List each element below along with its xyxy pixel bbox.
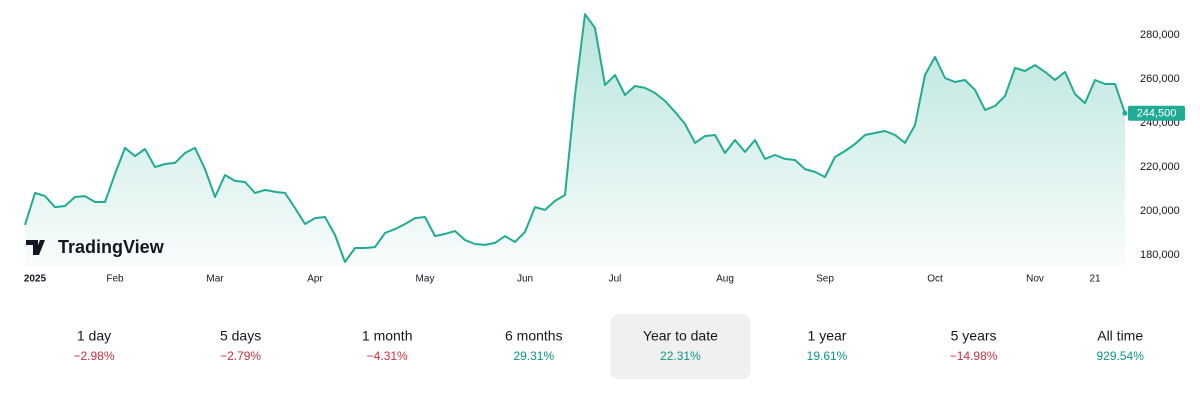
price-badge <box>1128 105 1185 121</box>
y-tick-label: 180,000 <box>1140 249 1180 261</box>
period-name[interactable]: 6 months <box>505 328 563 344</box>
area-fill <box>25 14 1125 266</box>
period-change: −2.98% <box>73 349 114 363</box>
period-name[interactable]: 5 years <box>951 328 997 344</box>
period-selected-bg <box>610 314 751 379</box>
watermark-logo <box>26 240 45 255</box>
period-change: −14.98% <box>950 349 998 363</box>
x-tick-label: 2025 <box>24 274 47 285</box>
period-change: 22.31% <box>660 349 701 363</box>
period-change: −4.31% <box>367 349 408 363</box>
period-name[interactable]: 1 day <box>77 328 111 344</box>
y-tick-label: 280,000 <box>1140 29 1180 41</box>
period-name[interactable]: Year to date <box>643 328 718 344</box>
period-name[interactable]: 5 days <box>220 328 261 344</box>
period-name[interactable]: 1 year <box>808 328 847 344</box>
price-label: 244,500 <box>1137 108 1177 120</box>
period-change: 29.31% <box>513 349 554 363</box>
x-tick-label: Apr <box>307 274 323 285</box>
x-tick-label: Oct <box>927 274 943 285</box>
y-tick-label: 200,000 <box>1140 205 1180 217</box>
y-tick-label: 260,000 <box>1140 73 1180 85</box>
x-tick-label: Nov <box>1026 274 1044 285</box>
x-tick-label: Jun <box>517 274 533 285</box>
x-tick-label: 21 <box>1089 274 1101 285</box>
plot: 180,000200,000220,000240,000260,000280,0… <box>24 13 1185 285</box>
x-tick-label: Jul <box>609 274 622 285</box>
period-name[interactable]: All time <box>1097 328 1143 344</box>
x-tick-label: Mar <box>206 274 224 285</box>
period-name[interactable]: 1 month <box>362 328 413 344</box>
x-tick-label: Sep <box>816 274 834 285</box>
period-change: −2.79% <box>220 349 261 363</box>
y-tick-label: 220,000 <box>1140 161 1180 173</box>
x-tick-label: Feb <box>106 274 124 285</box>
period-bar: 1 day −2.98% 5 days −2.79% 1 month −4.31% 6 mo… <box>73 314 1144 379</box>
period-change: 19.61% <box>807 349 848 363</box>
x-tick-label: Aug <box>716 274 734 285</box>
x-tick-label: May <box>416 274 435 285</box>
price-line <box>24 13 1126 263</box>
watermark: TradingView <box>58 237 165 257</box>
period-change: 929.54% <box>1097 349 1145 363</box>
last-point <box>1122 110 1128 116</box>
